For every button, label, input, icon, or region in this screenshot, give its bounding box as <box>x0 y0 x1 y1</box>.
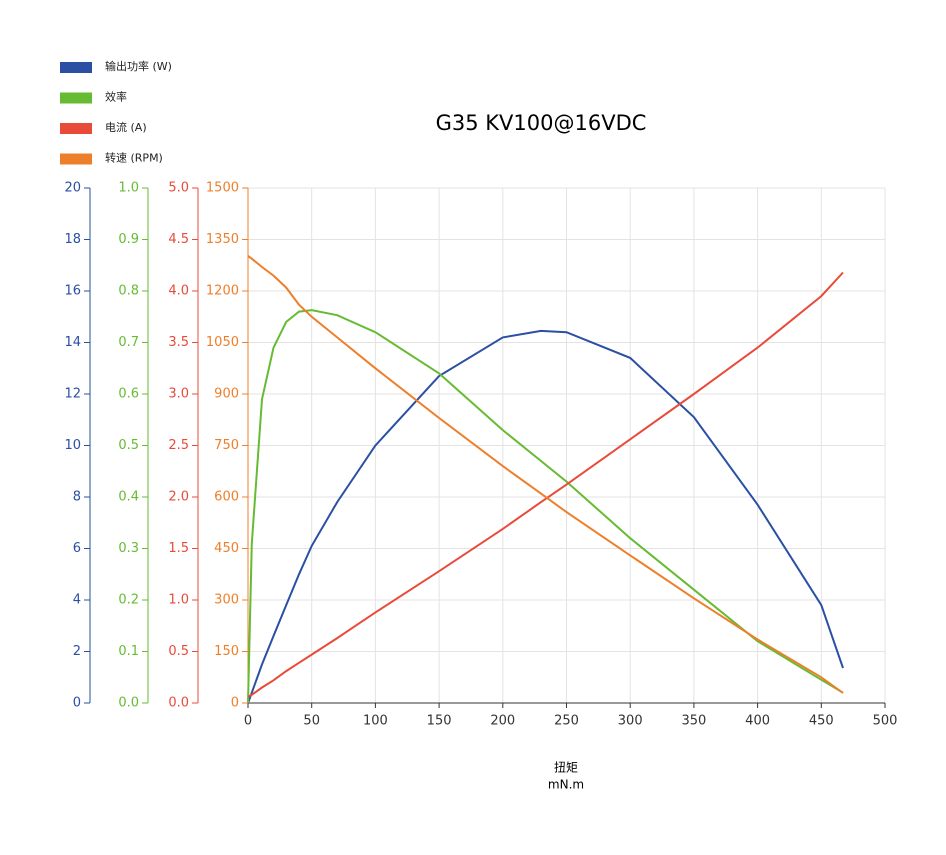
y-tick-label: 12 <box>64 387 81 402</box>
y-tick-label: 0.2 <box>118 593 139 608</box>
y-tick-label: 0.5 <box>118 438 139 453</box>
x-tick-label: 200 <box>490 714 515 729</box>
y-tick-label: 10 <box>64 438 81 453</box>
x-tick-label: 500 <box>873 714 898 729</box>
y-tick-label: 150 <box>214 644 239 659</box>
y-tick-label: 900 <box>214 387 239 402</box>
y-tick-label: 1350 <box>206 232 239 247</box>
y-tick-label: 4.0 <box>168 284 189 299</box>
x-tick-label: 100 <box>363 714 388 729</box>
y-tick-label: 4.5 <box>168 232 189 247</box>
y-tick-label: 0.3 <box>118 541 139 556</box>
series-line <box>247 329 844 704</box>
series-line <box>247 271 844 698</box>
y-tick-label: 20 <box>64 181 81 196</box>
y-tick-label: 0.5 <box>168 644 189 659</box>
x-tick-label: 350 <box>681 714 706 729</box>
legend-label: 转速 (RPM) <box>105 151 163 165</box>
y-tick-label: 2 <box>73 644 81 659</box>
y-tick-label: 5.0 <box>168 181 189 196</box>
y-tick-label: 3.5 <box>168 335 189 350</box>
y-tick-label: 8 <box>73 490 81 505</box>
y-tick-label: 0 <box>231 696 239 711</box>
x-tick-label: 400 <box>745 714 770 729</box>
y-tick-label: 2.5 <box>168 438 189 453</box>
x-tick-label: 150 <box>427 714 452 729</box>
series-line <box>247 255 844 694</box>
legend-swatch <box>60 123 92 134</box>
x-tick-label: 450 <box>809 714 834 729</box>
legend-label: 电流 (A) <box>105 120 147 134</box>
legend-label: 效率 <box>105 90 127 104</box>
y-tick-label: 450 <box>214 541 239 556</box>
y-tick-label: 3.0 <box>168 387 189 402</box>
y-tick-label: 14 <box>64 335 81 350</box>
y-tick-label: 0.7 <box>118 335 139 350</box>
y-tick-label: 1050 <box>206 335 239 350</box>
y-tick-label: 0.1 <box>118 644 139 659</box>
y-tick-label: 6 <box>73 541 81 556</box>
y-tick-label: 600 <box>214 490 239 505</box>
y-tick-label: 18 <box>64 232 81 247</box>
y-tick-label: 750 <box>214 438 239 453</box>
y-tick-label: 0.0 <box>168 696 189 711</box>
y-tick-label: 1.0 <box>118 181 139 196</box>
x-tick-label: 300 <box>618 714 643 729</box>
x-axis-unit: mN.m <box>548 778 584 792</box>
y-tick-label: 16 <box>64 284 81 299</box>
y-tick-label: 1500 <box>206 181 239 196</box>
series-line <box>247 309 844 704</box>
legend-swatch <box>60 62 92 73</box>
y-tick-label: 0.0 <box>118 696 139 711</box>
x-axis-label: 扭矩 <box>554 761 578 775</box>
y-tick-label: 1200 <box>206 284 239 299</box>
x-tick-label: 50 <box>303 714 320 729</box>
y-tick-label: 300 <box>214 593 239 608</box>
x-tick-label: 250 <box>554 714 579 729</box>
legend-swatch <box>60 153 92 165</box>
legend-label: 输出功率 (W) <box>105 59 172 73</box>
y-tick-label: 1.0 <box>168 593 189 608</box>
y-tick-label: 0.4 <box>118 490 139 505</box>
x-tick-label: 0 <box>244 714 252 729</box>
y-tick-label: 2.0 <box>168 490 189 505</box>
legend-swatch <box>60 92 92 104</box>
y-tick-label: 0.9 <box>118 232 139 247</box>
y-tick-label: 0 <box>73 696 81 711</box>
y-tick-label: 1.5 <box>168 541 189 556</box>
y-tick-label: 0.8 <box>118 284 139 299</box>
chart-title: G35 KV100@16VDC <box>436 111 647 135</box>
y-tick-label: 0.6 <box>118 387 139 402</box>
y-tick-label: 4 <box>73 593 81 608</box>
